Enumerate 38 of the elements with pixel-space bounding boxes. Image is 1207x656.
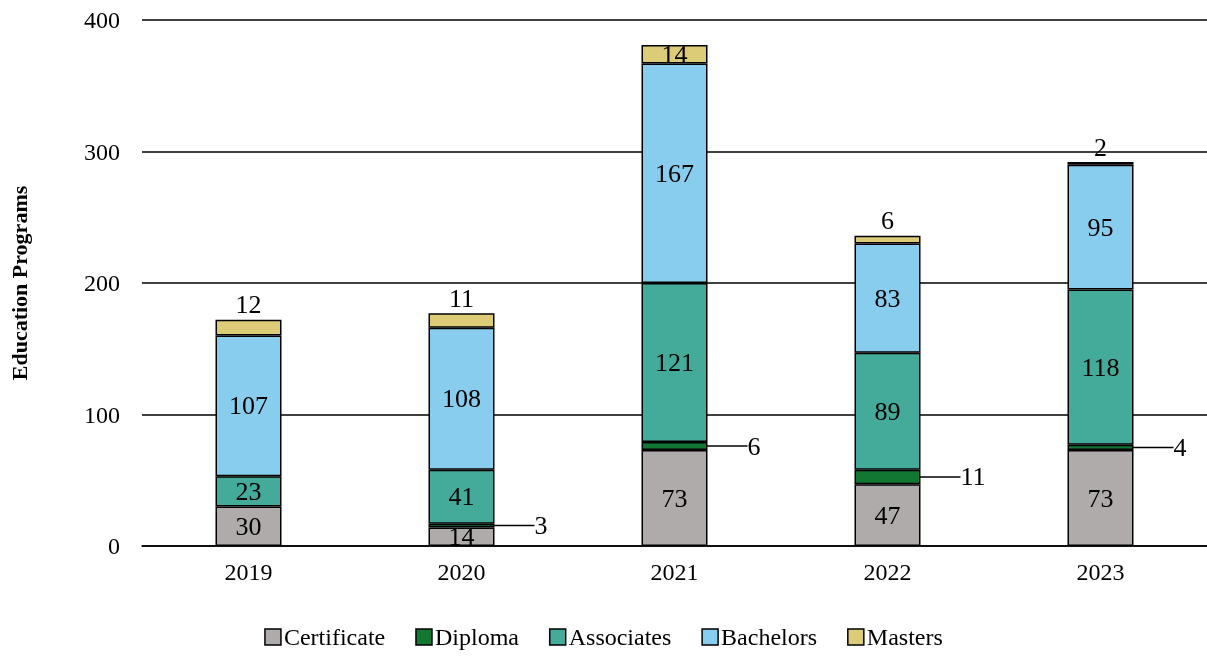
x-tick-label: 2021 — [650, 559, 699, 585]
data-label: 73 — [661, 483, 688, 513]
legend-label: Bachelors — [721, 624, 818, 650]
x-tick-label: 2019 — [224, 559, 273, 585]
data-label: 11 — [960, 462, 986, 492]
data-label: 4 — [1173, 432, 1187, 462]
data-label: 30 — [235, 511, 262, 541]
y-tick-label: 300 — [84, 138, 120, 165]
legend-label: Associates — [568, 624, 672, 650]
data-label: 14 — [448, 522, 475, 552]
data-label: 95 — [1087, 212, 1114, 242]
y-tick-label: 0 — [108, 533, 120, 559]
legend-label: Masters — [866, 624, 943, 650]
data-label: 89 — [874, 396, 901, 426]
data-label: 167 — [655, 158, 694, 188]
data-label: 83 — [874, 283, 901, 313]
data-label: 11 — [448, 283, 475, 313]
data-label: 118 — [1081, 352, 1120, 382]
data-label: 107 — [229, 391, 268, 421]
y-tick-label: 200 — [84, 270, 120, 296]
data-label: 3 — [534, 511, 548, 541]
data-label: 47 — [874, 500, 901, 530]
data-label: 6 — [881, 206, 894, 236]
data-label: 6 — [747, 431, 761, 461]
y-tick-label: 400 — [84, 7, 120, 33]
data-label: 12 — [235, 290, 262, 320]
data-label: 73 — [1087, 483, 1114, 513]
y-axis-title: Education Programs — [6, 185, 32, 381]
x-tick-label: 2020 — [437, 559, 486, 585]
data-label: 121 — [655, 348, 694, 378]
legend-label: Certificate — [283, 624, 386, 650]
x-tick-label: 2022 — [863, 559, 912, 585]
data-label: 108 — [442, 384, 481, 414]
data-label: 23 — [235, 476, 262, 506]
x-tick-label: 2023 — [1076, 559, 1125, 585]
y-tick-label: 100 — [84, 401, 120, 428]
data-label: 41 — [448, 482, 475, 512]
legend-label: Diploma — [434, 624, 520, 650]
